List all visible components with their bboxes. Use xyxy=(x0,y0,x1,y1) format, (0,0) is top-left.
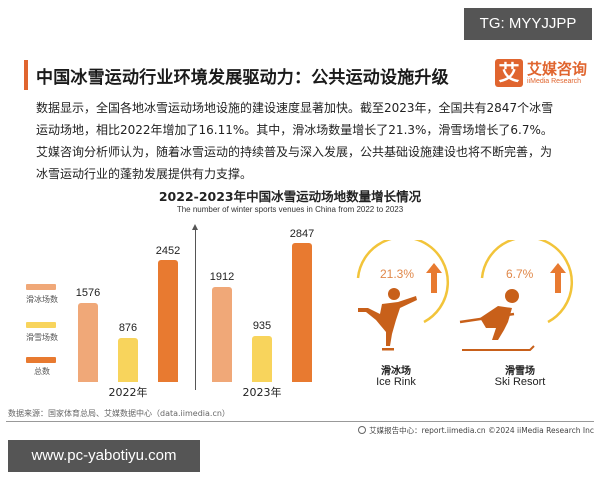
chart-subtitle: The number of winter sports venues in Ch… xyxy=(176,205,404,214)
axis-divider xyxy=(195,228,196,390)
stat-cn-ski: 滑雪场 xyxy=(505,366,535,377)
watermark-url-badge: www.pc-yabotiyu.com xyxy=(8,440,200,472)
year-label-2022: 2022年 xyxy=(108,386,148,399)
logo-mark-icon: 艾 xyxy=(495,59,523,87)
body-paragraph: 数据显示，全国各地冰雪运动场地设施的建设速度显著加快。截至2023年，全国共有2… xyxy=(36,101,554,181)
stat-cn-ice: 滑冰场 xyxy=(381,366,411,377)
bar-value-2022-total: 2452 xyxy=(155,245,181,257)
figure-skater-icon xyxy=(358,288,417,351)
year-label-2023: 2023年 xyxy=(242,386,282,399)
legend-swatch-snow xyxy=(26,322,56,328)
logo-en-text: iiMedia Research xyxy=(527,78,582,85)
legend-label-ice: 滑冰场数 xyxy=(26,295,58,304)
legend-swatch-total xyxy=(26,357,56,363)
bar-value-2023-snow: 935 xyxy=(252,320,272,332)
axis-arrow-icon xyxy=(192,224,198,230)
skier-icon xyxy=(459,289,535,351)
bar-2022-snow xyxy=(118,338,138,382)
stat-en-ice: Ice Rink xyxy=(376,376,416,388)
progress-ring-icon xyxy=(356,240,450,324)
imedia-logo: 艾 艾媒咨询 iiMedia Research xyxy=(495,58,595,92)
stat-pct-ski: 6.7% xyxy=(506,267,534,281)
data-source: 数据来源：国家体育总局、艾媒数据中心（data.iimedia.cn） xyxy=(8,409,230,418)
logo-cn-text: 艾媒咨询 xyxy=(527,60,588,78)
legend-label-snow: 滑雪场数 xyxy=(26,333,58,342)
bar-2023-snow xyxy=(252,336,272,382)
bar-value-2023-ice: 1912 xyxy=(209,271,235,283)
stat-card-ice-rink: 21.3% 滑冰场 Ice Rink xyxy=(346,240,456,390)
progress-ring-icon xyxy=(480,240,574,324)
footer-copyright: 艾媒报告中心：report.iimedia.cn ©2024 iiMedia R… xyxy=(358,425,594,436)
bar-value-2022-snow: 876 xyxy=(118,322,138,334)
stat-card-ski-resort: 6.7% 滑雪场 Ski Resort xyxy=(459,240,580,390)
globe-icon xyxy=(358,426,367,434)
footer-text: 艾媒报告中心：report.iimedia.cn ©2024 iiMedia R… xyxy=(369,426,594,435)
legend-label-total: 总数 xyxy=(34,367,50,376)
bar-value-2023-total: 2847 xyxy=(289,228,315,240)
bar-2022-ice xyxy=(78,303,98,382)
bar-2023-total xyxy=(292,243,312,382)
bar-value-2022-ice: 1576 xyxy=(75,287,101,299)
stat-pct-ice: 21.3% xyxy=(380,267,415,281)
page-title: 中国冰雪运动行业环境发展驱动力：公共运动设施升级 xyxy=(36,68,449,88)
bar-2022-total xyxy=(158,260,178,382)
chart-title: 2022-2023年中国冰雪运动场地数量增长情况 xyxy=(158,189,422,204)
watermark-tg-badge: TG: MYYJJPP xyxy=(464,8,592,40)
title-accent-bar xyxy=(24,60,28,90)
stat-en-ski: Ski Resort xyxy=(494,376,546,388)
footer-divider xyxy=(6,421,594,422)
bar-2023-ice xyxy=(212,287,232,382)
legend-swatch-ice xyxy=(26,284,56,290)
